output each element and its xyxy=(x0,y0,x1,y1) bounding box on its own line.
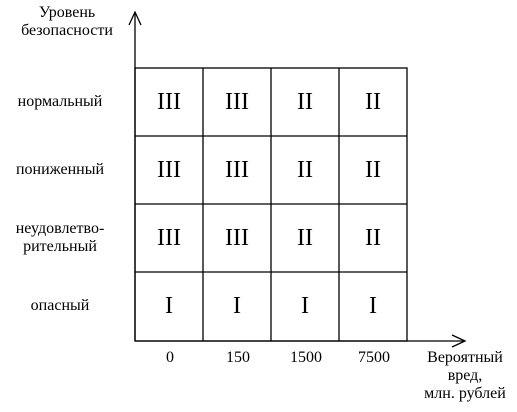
cell-r1-c4: II xyxy=(365,88,381,115)
y-axis-label-line-2: безопасности xyxy=(21,22,113,39)
cell-r3-c4: II xyxy=(365,224,381,251)
x-axis-arrow xyxy=(451,334,467,348)
row-label-unsatisfactory-line-2: рительный xyxy=(23,238,97,255)
cell-r3-c2: III xyxy=(225,224,249,251)
matrix-grid xyxy=(134,67,408,342)
y-axis-label-line-1: Уровень xyxy=(38,4,96,21)
cell-r3-c1: III xyxy=(157,224,181,251)
cell-r4-c3: I xyxy=(301,293,309,319)
row-label-unsatisfactory: неудовлетво- рительный xyxy=(0,220,120,256)
cell-r2-c3: II xyxy=(297,156,313,183)
x-axis-label-line-1: Вероятный xyxy=(427,349,503,366)
cell-r1-c3: II xyxy=(297,88,313,115)
cell-r2-c4: II xyxy=(365,156,381,183)
row-label-normal: нормальный xyxy=(17,93,103,110)
col-label-0: 0 xyxy=(166,349,174,366)
row-label-unsatisfactory-line-1: неудовлетво- xyxy=(15,220,105,237)
row-label-dangerous: опасный xyxy=(30,297,90,314)
x-axis-label-line-3: млн. рублей xyxy=(424,385,506,402)
x-axis-label: Вероятный вред, млн. рублей xyxy=(413,349,517,403)
cell-r3-c3: II xyxy=(297,224,313,251)
cell-r4-c1: I xyxy=(165,293,173,319)
cell-r2-c1: III xyxy=(157,156,181,183)
col-label-150: 150 xyxy=(226,349,250,366)
y-axis-arrow xyxy=(128,10,142,26)
cell-r1-c2: III xyxy=(225,88,249,115)
cell-r2-c2: III xyxy=(225,156,249,183)
cell-r4-c4: I xyxy=(369,293,377,319)
y-axis-label: Уровень безопасности xyxy=(0,4,134,40)
cell-r1-c1: III xyxy=(157,88,181,115)
col-label-7500: 7500 xyxy=(358,349,390,366)
cell-r4-c2: I xyxy=(233,293,241,319)
x-axis-label-line-2: вред, xyxy=(447,367,483,384)
row-label-reduced: пониженный xyxy=(15,161,105,178)
col-label-1500: 1500 xyxy=(290,349,322,366)
